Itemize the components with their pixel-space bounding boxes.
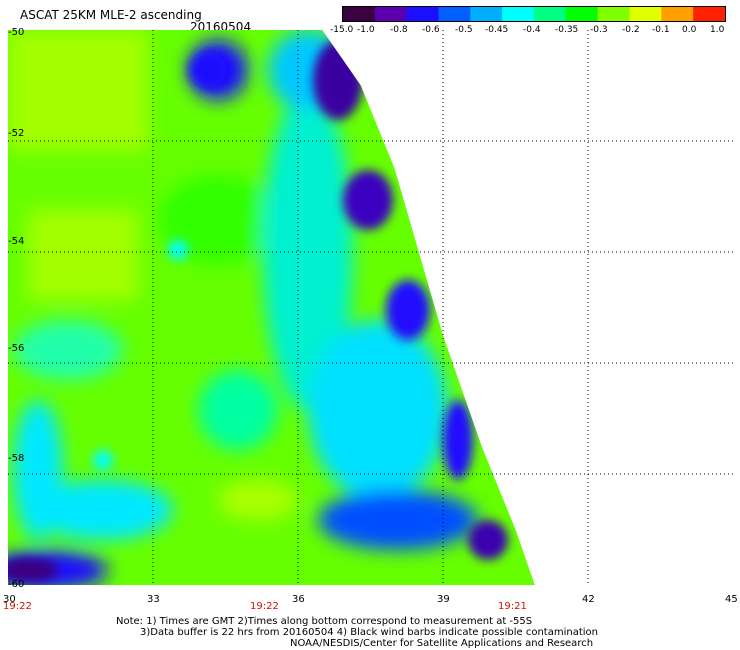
pass-time: 19:21 (498, 601, 527, 612)
scale-label: -0.35 (555, 25, 579, 35)
color-scale-labels: -15.0 -1.0 -0.8 -0.6 -0.5 -0.45 -0.4 -0.… (330, 25, 735, 37)
color-scale-swatch (374, 7, 408, 21)
scale-label: -0.45 (485, 25, 509, 35)
pass-time: 19:22 (3, 601, 32, 612)
color-scale-swatch (565, 7, 599, 21)
lon-label: 30 (3, 594, 16, 605)
lat-label: -54 (8, 236, 25, 247)
color-scale-swatch (597, 7, 630, 21)
graticule (8, 30, 733, 585)
lon-label: 39 (437, 594, 450, 605)
lon-label: 33 (147, 594, 160, 605)
scale-label: -1.0 (357, 25, 375, 35)
color-scale-swatch (438, 7, 471, 21)
lon-label: 45 (725, 594, 738, 605)
scale-label: -0.6 (422, 25, 440, 35)
scale-label: -0.3 (590, 25, 608, 35)
pass-time: 19:22 (250, 601, 279, 612)
color-scale-bar (342, 6, 726, 22)
lat-label: -50 (8, 27, 25, 38)
map-title: ASCAT 25KM MLE-2 ascending (20, 8, 202, 22)
swath-data (8, 30, 535, 585)
scale-label: -0.2 (622, 25, 640, 35)
footnote-line-1: Note: 1) Times are GMT 2)Times along bot… (116, 616, 533, 627)
scale-label: 0.0 (682, 25, 697, 35)
lat-label: -56 (8, 343, 25, 354)
map-plot (8, 30, 733, 585)
color-scale-swatch (534, 7, 567, 21)
color-scale-swatch (629, 7, 662, 21)
scale-label: -0.5 (455, 25, 473, 35)
color-scale-swatch (343, 7, 376, 21)
color-scale-swatch (502, 7, 535, 21)
color-scale-swatch (661, 7, 694, 21)
color-scale-swatch (470, 7, 503, 21)
lat-label: -58 (8, 453, 25, 464)
footnote-line-3: NOAA/NESDIS/Center for Satellite Applica… (290, 638, 594, 649)
footnote-line-2: 3)Data buffer is 22 hrs from 20160504 4)… (140, 627, 598, 638)
scale-label: -0.1 (652, 25, 670, 35)
lon-label: 42 (582, 594, 595, 605)
color-scale-swatch (406, 7, 439, 21)
scale-label: 1.0 (710, 25, 725, 35)
lon-label: 36 (292, 594, 305, 605)
color-scale-swatch (693, 7, 725, 21)
scale-label: -0.4 (523, 25, 541, 35)
scale-label: -15.0 (330, 25, 354, 35)
lat-label: -52 (8, 128, 25, 139)
lat-label: -60 (8, 579, 25, 590)
scale-label: -0.8 (390, 25, 408, 35)
